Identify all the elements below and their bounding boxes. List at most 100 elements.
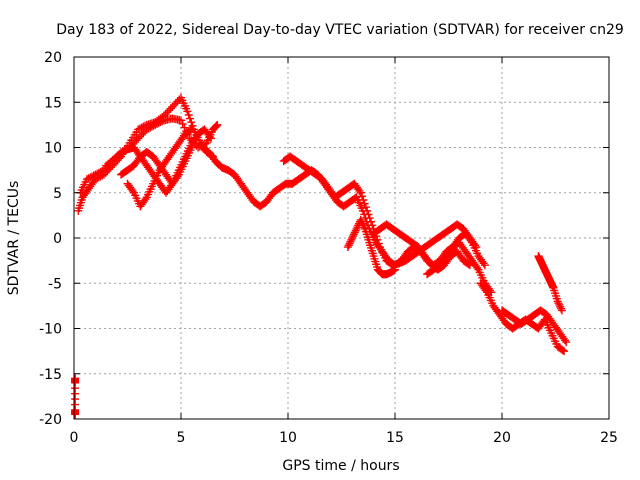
data-point-trail <box>86 173 95 182</box>
x-tick-label: 20 <box>493 430 511 446</box>
data-point-trail <box>353 223 362 232</box>
y-tick-label: -20 <box>39 412 62 428</box>
y-tick-label: -15 <box>39 367 62 383</box>
data-point-trail <box>89 171 98 180</box>
data-point-trail <box>187 118 196 127</box>
data-point-trail <box>154 119 163 128</box>
data-point <box>465 261 474 270</box>
y-tick-label: -10 <box>39 322 62 338</box>
data-point-trail <box>473 263 482 272</box>
chart-title: Day 183 of 2022, Sidereal Day-to-day VTE… <box>56 22 624 38</box>
data-point-trail <box>188 121 197 130</box>
data-point-trail <box>360 199 369 208</box>
data-point-trail <box>350 228 359 237</box>
series-track-h <box>343 215 399 279</box>
x-tick-label: 25 <box>600 430 618 446</box>
data-point-trail <box>357 217 366 226</box>
data-point <box>343 243 352 252</box>
x-tick-label: 0 <box>70 430 79 446</box>
data-point-trail <box>554 299 563 308</box>
data-point-trail <box>170 100 179 109</box>
data-point-trail <box>135 132 144 141</box>
data-point-trail <box>212 121 221 130</box>
data-point-trail <box>180 123 189 132</box>
data-point-trail <box>128 186 137 195</box>
data-point-trail <box>137 130 146 139</box>
data-point-trail <box>139 129 148 138</box>
data-point <box>99 166 108 175</box>
data-point-trail <box>556 302 565 311</box>
data-point-trail <box>479 259 488 268</box>
data-point-trail <box>349 232 358 241</box>
data-point-trail <box>347 235 356 244</box>
data-point-trail <box>560 336 569 345</box>
series-track-g <box>279 152 481 270</box>
data-point <box>206 134 215 143</box>
series-track-m <box>534 252 566 315</box>
data-point <box>348 234 357 242</box>
x-axis-title: GPS time / hours <box>282 458 399 474</box>
y-tick-label: 15 <box>44 95 62 111</box>
data-point-trail <box>344 241 353 250</box>
data-point <box>560 347 569 356</box>
data-point-trail <box>135 124 144 133</box>
data-point <box>562 338 571 347</box>
y-tick-label: 10 <box>44 141 62 157</box>
data-point <box>356 188 365 197</box>
y-tick-label: 5 <box>53 186 62 202</box>
y-axis-title: SDTVAR / TECUs <box>6 181 22 296</box>
data-point-trail <box>359 195 368 204</box>
data-point-trail <box>130 138 139 147</box>
data-point <box>187 125 196 134</box>
data-point-trail <box>358 192 367 201</box>
data-point-trail <box>93 169 102 178</box>
data-point-trail <box>84 174 93 183</box>
data-point-trail <box>158 117 167 126</box>
data-point-trail <box>558 346 567 355</box>
data-point-trail <box>557 304 566 313</box>
data-point-trail <box>171 99 180 108</box>
data-point <box>356 215 365 224</box>
data-point-trail <box>153 119 162 128</box>
data-point-trail <box>351 226 360 235</box>
data-point-trail <box>144 124 153 133</box>
data-point-trail <box>147 122 156 131</box>
series-track-n <box>71 374 80 419</box>
data-point-trail <box>94 168 103 177</box>
data-point-trail <box>156 118 165 127</box>
data-point-trail <box>349 230 358 239</box>
series-track-l <box>498 306 571 347</box>
data-point-trail <box>87 172 96 181</box>
data-point-trail <box>464 260 473 269</box>
axis-ticks <box>73 56 610 420</box>
data-point-trail <box>173 97 182 106</box>
data-point-trail <box>185 114 194 123</box>
data-point <box>82 175 91 184</box>
data-point <box>177 116 185 125</box>
series-track-e <box>123 125 196 211</box>
data-point-trail <box>163 108 172 117</box>
series-track-k <box>476 279 569 356</box>
series-track-i <box>369 220 474 274</box>
data-point-trail <box>555 300 564 309</box>
data-point <box>183 107 192 116</box>
data-point-trail <box>211 122 220 131</box>
data-point-trail <box>137 123 146 132</box>
data-point <box>557 306 566 315</box>
data-point-trail <box>355 186 364 195</box>
data-point <box>142 125 151 134</box>
data-point-trail <box>178 119 187 128</box>
data-point-trail <box>374 239 383 248</box>
data-point-trail <box>166 104 175 113</box>
data-point-trail <box>165 106 174 115</box>
y-tick-label: 20 <box>44 50 62 66</box>
data-point <box>91 170 100 179</box>
data-point <box>71 410 80 419</box>
tick-labels: 0 5 10 15 20 25 -20 -15 -10 -5 0 5 10 15 20 <box>39 50 618 446</box>
y-tick-label: 0 <box>53 231 62 247</box>
data-point-trail <box>186 126 195 135</box>
data-point-trail <box>141 195 150 204</box>
data-point <box>134 134 143 143</box>
data-markers <box>71 93 571 419</box>
data-point <box>553 297 562 306</box>
